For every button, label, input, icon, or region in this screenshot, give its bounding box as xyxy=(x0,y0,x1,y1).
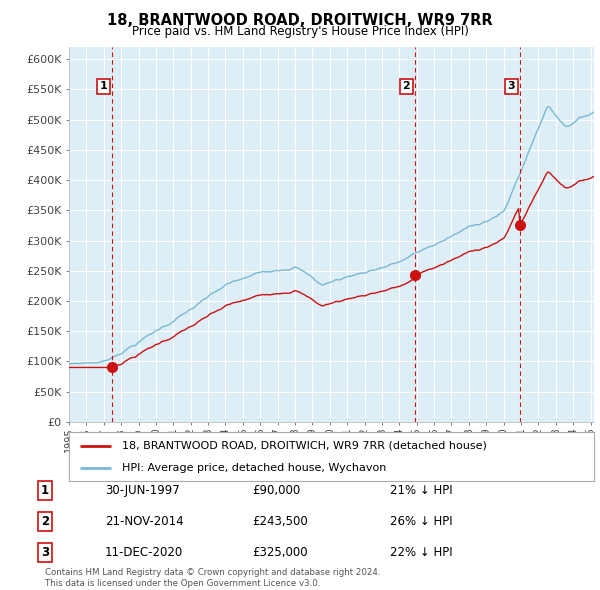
Text: £243,500: £243,500 xyxy=(252,515,308,528)
Text: 30-JUN-1997: 30-JUN-1997 xyxy=(105,484,180,497)
Text: 11-DEC-2020: 11-DEC-2020 xyxy=(105,546,183,559)
Text: 1: 1 xyxy=(41,484,49,497)
Text: 1: 1 xyxy=(100,81,107,91)
Text: 21-NOV-2014: 21-NOV-2014 xyxy=(105,515,184,528)
Text: 18, BRANTWOOD ROAD, DROITWICH, WR9 7RR: 18, BRANTWOOD ROAD, DROITWICH, WR9 7RR xyxy=(107,13,493,28)
Text: 26% ↓ HPI: 26% ↓ HPI xyxy=(390,515,452,528)
Text: Contains HM Land Registry data © Crown copyright and database right 2024.
This d: Contains HM Land Registry data © Crown c… xyxy=(45,568,380,588)
Text: Price paid vs. HM Land Registry's House Price Index (HPI): Price paid vs. HM Land Registry's House … xyxy=(131,25,469,38)
Text: 22% ↓ HPI: 22% ↓ HPI xyxy=(390,546,452,559)
Text: 2: 2 xyxy=(41,515,49,528)
Text: £90,000: £90,000 xyxy=(252,484,300,497)
Text: £325,000: £325,000 xyxy=(252,546,308,559)
Text: 3: 3 xyxy=(508,81,515,91)
Text: HPI: Average price, detached house, Wychavon: HPI: Average price, detached house, Wych… xyxy=(121,463,386,473)
Text: 18, BRANTWOOD ROAD, DROITWICH, WR9 7RR (detached house): 18, BRANTWOOD ROAD, DROITWICH, WR9 7RR (… xyxy=(121,441,487,451)
Text: 3: 3 xyxy=(41,546,49,559)
Text: 21% ↓ HPI: 21% ↓ HPI xyxy=(390,484,452,497)
Text: 2: 2 xyxy=(403,81,410,91)
